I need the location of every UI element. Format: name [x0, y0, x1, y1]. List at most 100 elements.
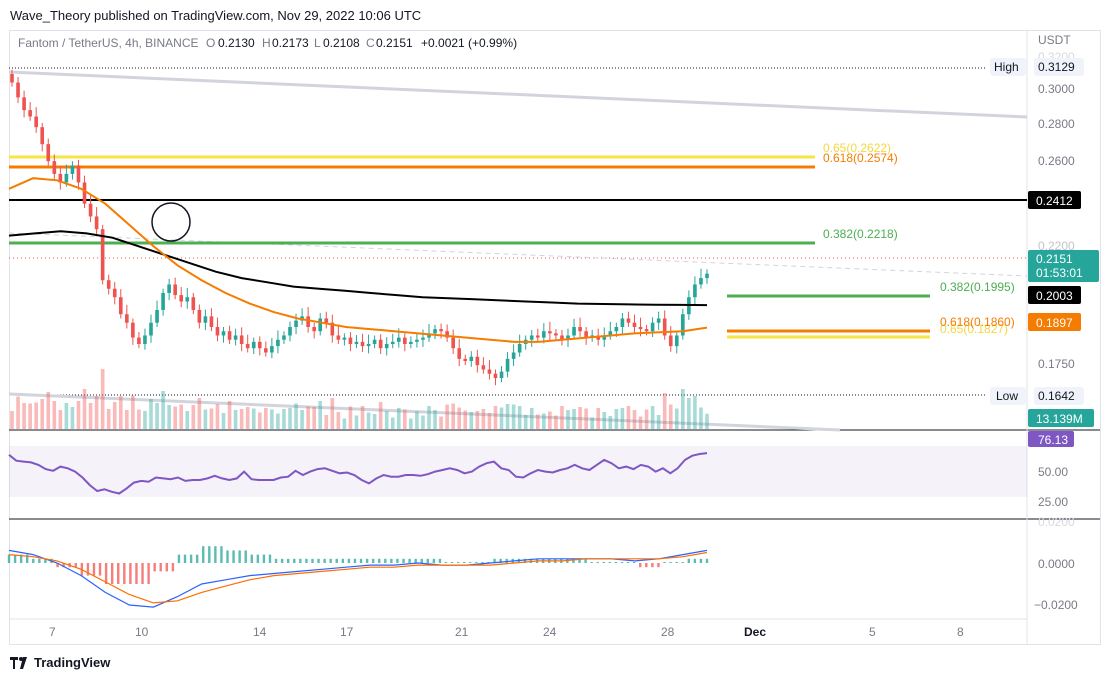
candle-body[interactable] — [70, 165, 75, 174]
candle-body[interactable] — [366, 343, 371, 347]
candle-body[interactable] — [324, 318, 329, 323]
candle-body[interactable] — [554, 333, 558, 336]
candle-body[interactable] — [336, 335, 341, 340]
candle-body[interactable] — [433, 329, 437, 334]
candle-body[interactable] — [396, 337, 401, 342]
candle-body[interactable] — [644, 329, 649, 332]
candle-body[interactable] — [693, 284, 697, 298]
candle-body[interactable] — [632, 322, 637, 327]
candle-body[interactable] — [82, 182, 87, 204]
candle-body[interactable] — [288, 326, 292, 336]
candle-body[interactable] — [499, 371, 504, 378]
candle-body[interactable] — [112, 288, 117, 298]
candle-body[interactable] — [264, 348, 268, 353]
candle-body[interactable] — [106, 280, 111, 289]
candle-body[interactable] — [427, 333, 431, 338]
candles[interactable] — [10, 69, 709, 386]
candle-body[interactable] — [656, 318, 661, 323]
ema200-line[interactable] — [8, 230, 708, 307]
highlight-circle[interactable] — [151, 202, 191, 242]
candle-body[interactable] — [270, 346, 274, 353]
candle-body[interactable] — [28, 110, 32, 117]
candle-body[interactable] — [390, 341, 395, 344]
upper-trendline[interactable] — [8, 70, 1028, 119]
candle-body[interactable] — [76, 165, 81, 183]
candle-body[interactable] — [64, 173, 69, 183]
candle-body[interactable] — [372, 339, 377, 344]
candle-body[interactable] — [257, 341, 262, 349]
candle-body[interactable] — [318, 318, 323, 332]
rsi-line[interactable] — [8, 452, 708, 495]
candle-body[interactable] — [294, 320, 298, 327]
candle-body[interactable] — [94, 216, 99, 230]
footer-brand[interactable]: TradingView — [10, 655, 110, 670]
candle-body[interactable] — [681, 314, 685, 336]
candle-body[interactable] — [227, 331, 232, 340]
candle-body[interactable] — [457, 348, 462, 359]
candle-body[interactable] — [566, 335, 570, 340]
candle-body[interactable] — [560, 335, 564, 340]
candle-body[interactable] — [548, 331, 552, 334]
candle-body[interactable] — [493, 373, 498, 378]
candle-body[interactable] — [306, 316, 310, 327]
dashed-trendline[interactable] — [8, 232, 1028, 277]
candle-body[interactable] — [197, 309, 202, 323]
candle-body[interactable] — [608, 331, 613, 336]
candle-body[interactable] — [596, 335, 601, 340]
candle-body[interactable] — [221, 331, 226, 336]
candle-body[interactable] — [251, 341, 256, 349]
candle-body[interactable] — [173, 284, 177, 296]
candle-body[interactable] — [34, 116, 38, 128]
candle-body[interactable] — [88, 203, 93, 217]
candle-body[interactable] — [209, 316, 214, 327]
candle-body[interactable] — [52, 161, 57, 174]
candle-body[interactable] — [330, 322, 335, 336]
candle-body[interactable] — [584, 331, 588, 338]
candle-body[interactable] — [137, 337, 141, 344]
candle-body[interactable] — [179, 295, 184, 302]
candle-body[interactable] — [662, 318, 667, 336]
candle-body[interactable] — [487, 369, 492, 374]
candle-body[interactable] — [276, 339, 280, 347]
candle-body[interactable] — [342, 337, 347, 340]
candle-body[interactable] — [58, 173, 63, 183]
candle-body[interactable] — [215, 326, 220, 336]
signal-line[interactable] — [8, 551, 708, 604]
candle-body[interactable] — [650, 322, 655, 332]
candle-body[interactable] — [542, 331, 546, 338]
candle-body[interactable] — [149, 322, 153, 336]
candle-body[interactable] — [191, 297, 196, 310]
candle-body[interactable] — [626, 318, 631, 323]
candle-body[interactable] — [185, 297, 190, 302]
candle-body[interactable] — [529, 335, 534, 340]
candle-body[interactable] — [403, 337, 407, 344]
candle-body[interactable] — [312, 326, 316, 332]
candle-body[interactable] — [511, 352, 516, 359]
candle-body[interactable] — [131, 322, 135, 338]
lower-trendline[interactable] — [8, 392, 841, 432]
candle-body[interactable] — [505, 358, 510, 372]
candle-body[interactable] — [638, 326, 643, 330]
candle-body[interactable] — [384, 343, 389, 349]
candle-body[interactable] — [167, 284, 171, 293]
candle-body[interactable] — [125, 314, 129, 323]
candle-body[interactable] — [475, 356, 480, 366]
candle-body[interactable] — [282, 335, 286, 340]
ema50-line[interactable] — [8, 177, 708, 343]
candle-body[interactable] — [245, 343, 250, 349]
candle-body[interactable] — [705, 273, 709, 279]
candle-body[interactable] — [602, 335, 607, 340]
candle-body[interactable] — [421, 337, 425, 340]
candle-body[interactable] — [16, 82, 20, 98]
candle-body[interactable] — [22, 97, 26, 111]
candle-body[interactable] — [439, 329, 443, 332]
candle-body[interactable] — [699, 278, 703, 285]
candle-body[interactable] — [10, 74, 14, 83]
candle-body[interactable] — [451, 337, 455, 349]
candle-body[interactable] — [668, 335, 673, 347]
candle-body[interactable] — [239, 335, 244, 344]
candle-body[interactable] — [463, 358, 468, 361]
candle-body[interactable] — [481, 365, 486, 370]
candle-body[interactable] — [161, 292, 165, 310]
